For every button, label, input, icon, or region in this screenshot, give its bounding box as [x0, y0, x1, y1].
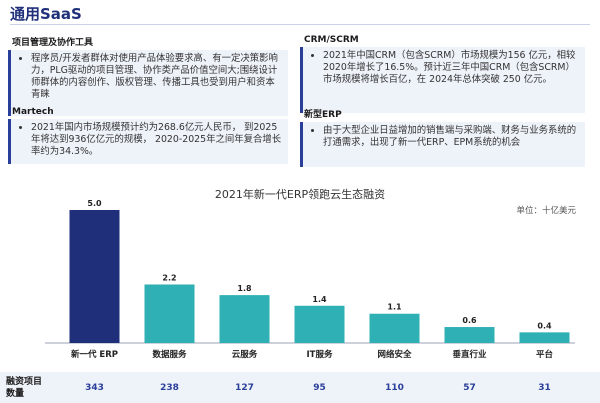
- crm-text: 2021年中国CRM（包含SCRM）市场规模为156 亿元，相较2020年增长了…: [323, 50, 579, 86]
- title-divider: [10, 24, 590, 25]
- bar-value-label-0: 5.0: [87, 199, 102, 208]
- crm-heading: CRM/SCRM: [304, 35, 359, 45]
- martech-box: Martech 2021年国内市场规模预计约为268.6亿元人民币， 到2025…: [8, 107, 288, 164]
- category-label-6: 平台: [536, 349, 554, 360]
- category-label-0: 新一代 ERP: [71, 349, 118, 360]
- category-label-4: 网络安全: [377, 349, 412, 360]
- bar-2: [219, 295, 270, 343]
- erp-text: 由于大型企业日益增加的销售端与采购端、财务与业务系统的打通需求，出现了新一代ER…: [323, 125, 579, 149]
- category-label-1: 数据服务: [152, 349, 187, 360]
- deal-count-6: 31: [538, 383, 551, 393]
- deal-count-0: 343: [85, 383, 104, 393]
- category-label-5: 垂直行业: [452, 349, 487, 360]
- bar-value-label-1: 2.2: [162, 273, 176, 282]
- deal-count-row-label: 融资项目数量: [6, 377, 43, 399]
- unit-label: 单位：十亿美元: [516, 206, 576, 216]
- project-tools-body: 程序员/开发者群体对使用产品体验要求高、有一定决策影响力，PLG驱动的项目管理、…: [8, 50, 288, 116]
- martech-heading: Martech: [12, 107, 54, 117]
- deal-count-1: 238: [160, 383, 179, 393]
- bar-0: [69, 210, 120, 343]
- category-label-3: IT服务: [307, 349, 333, 360]
- erp-box: 新型ERP 由于大型企业日益增加的销售端与采购端、财务与业务系统的打通需求，出现…: [300, 107, 585, 167]
- bar-value-label-3: 1.4: [312, 295, 327, 304]
- bar-value-label-5: 0.6: [462, 316, 477, 325]
- martech-body: 2021年国内市场规模预计约为268.6亿元人民币， 到2025年将达到936亿…: [8, 119, 288, 164]
- crm-body: 2021年中国CRM（包含SCRM）市场规模为156 亿元，相较2020年增长了…: [300, 47, 585, 113]
- deal-count-3: 95: [313, 383, 326, 393]
- erp-body: 由于大型企业日益增加的销售端与采购端、财务与业务系统的打通需求，出现了新一代ER…: [300, 122, 585, 167]
- chart-title: 2021年新一代ERP领跑云生态融资: [214, 188, 386, 201]
- project-tools-box: 项目管理及协作工具 程序员/开发者群体对使用产品体验要求高、有一定决策影响力，P…: [8, 35, 288, 116]
- erp-heading: 新型ERP: [304, 110, 342, 120]
- bar-5: [444, 327, 495, 343]
- deal-count-2: 127: [235, 383, 254, 393]
- bar-value-label-4: 1.1: [387, 303, 402, 312]
- project-tools-text: 程序员/开发者群体对使用产品体验要求高、有一定决策影响力，PLG驱动的项目管理、…: [31, 53, 282, 101]
- bar-value-label-6: 0.4: [537, 321, 552, 330]
- deal-count-5: 57: [463, 383, 476, 393]
- bar-4: [369, 313, 420, 343]
- bar-value-label-2: 1.8: [237, 284, 252, 293]
- category-label-2: 云服务: [232, 349, 258, 360]
- crm-box: CRM/SCRM 2021年中国CRM（包含SCRM）市场规模为156 亿元，相…: [300, 35, 585, 113]
- project-tools-heading: 项目管理及协作工具: [12, 38, 94, 48]
- bar-3: [294, 305, 345, 343]
- martech-text: 2021年国内市场规模预计约为268.6亿元人民币， 到2025年将达到936亿…: [31, 122, 282, 158]
- deal-count-4: 110: [385, 383, 404, 393]
- bar-1: [144, 284, 195, 343]
- bar-6: [519, 332, 570, 343]
- deal-count-row-band: [0, 372, 600, 403]
- page-title: 通用SaaS: [10, 5, 82, 23]
